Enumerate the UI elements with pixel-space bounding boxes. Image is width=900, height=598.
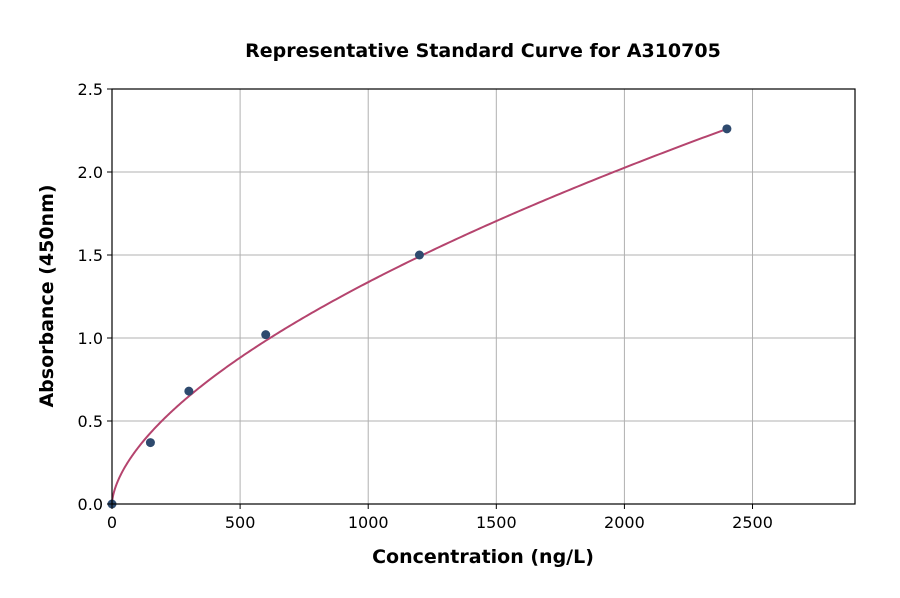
- data-point: [261, 330, 271, 340]
- x-tick-label: 0: [107, 513, 117, 532]
- fit-curve: [111, 127, 728, 505]
- fit-curve-group: [111, 127, 728, 505]
- plot-frame: [111, 88, 856, 505]
- x-tick-label: 1000: [348, 513, 389, 532]
- x-tick-label: 500: [225, 513, 256, 532]
- y-tick-label: 2.0: [78, 163, 103, 182]
- x-axis-label: Concentration (ng/L): [372, 546, 594, 568]
- data-point: [184, 386, 194, 396]
- data-point: [145, 438, 155, 448]
- y-tick-label: 2.5: [78, 80, 103, 99]
- x-tick-label: 1500: [476, 513, 517, 532]
- grid: [111, 88, 855, 505]
- x-axis-ticks: 0 500 1000 1500 2000 2500: [107, 504, 773, 532]
- y-tick-label: 1.0: [78, 329, 103, 348]
- chart-title: Representative Standard Curve for A31070…: [245, 40, 721, 62]
- y-tick-label: 0.0: [78, 495, 103, 514]
- x-tick-label: 2500: [732, 513, 773, 532]
- data-point: [722, 124, 732, 134]
- y-axis-ticks: 0.0 0.5 1.0 1.5 2.0 2.5: [78, 80, 112, 514]
- y-tick-label: 1.5: [78, 246, 103, 265]
- y-axis-label: Absorbance (450nm): [36, 184, 58, 407]
- y-tick-label: 0.5: [78, 412, 103, 431]
- x-tick-label: 2000: [604, 513, 645, 532]
- data-point: [414, 250, 424, 260]
- data-points: [107, 124, 732, 509]
